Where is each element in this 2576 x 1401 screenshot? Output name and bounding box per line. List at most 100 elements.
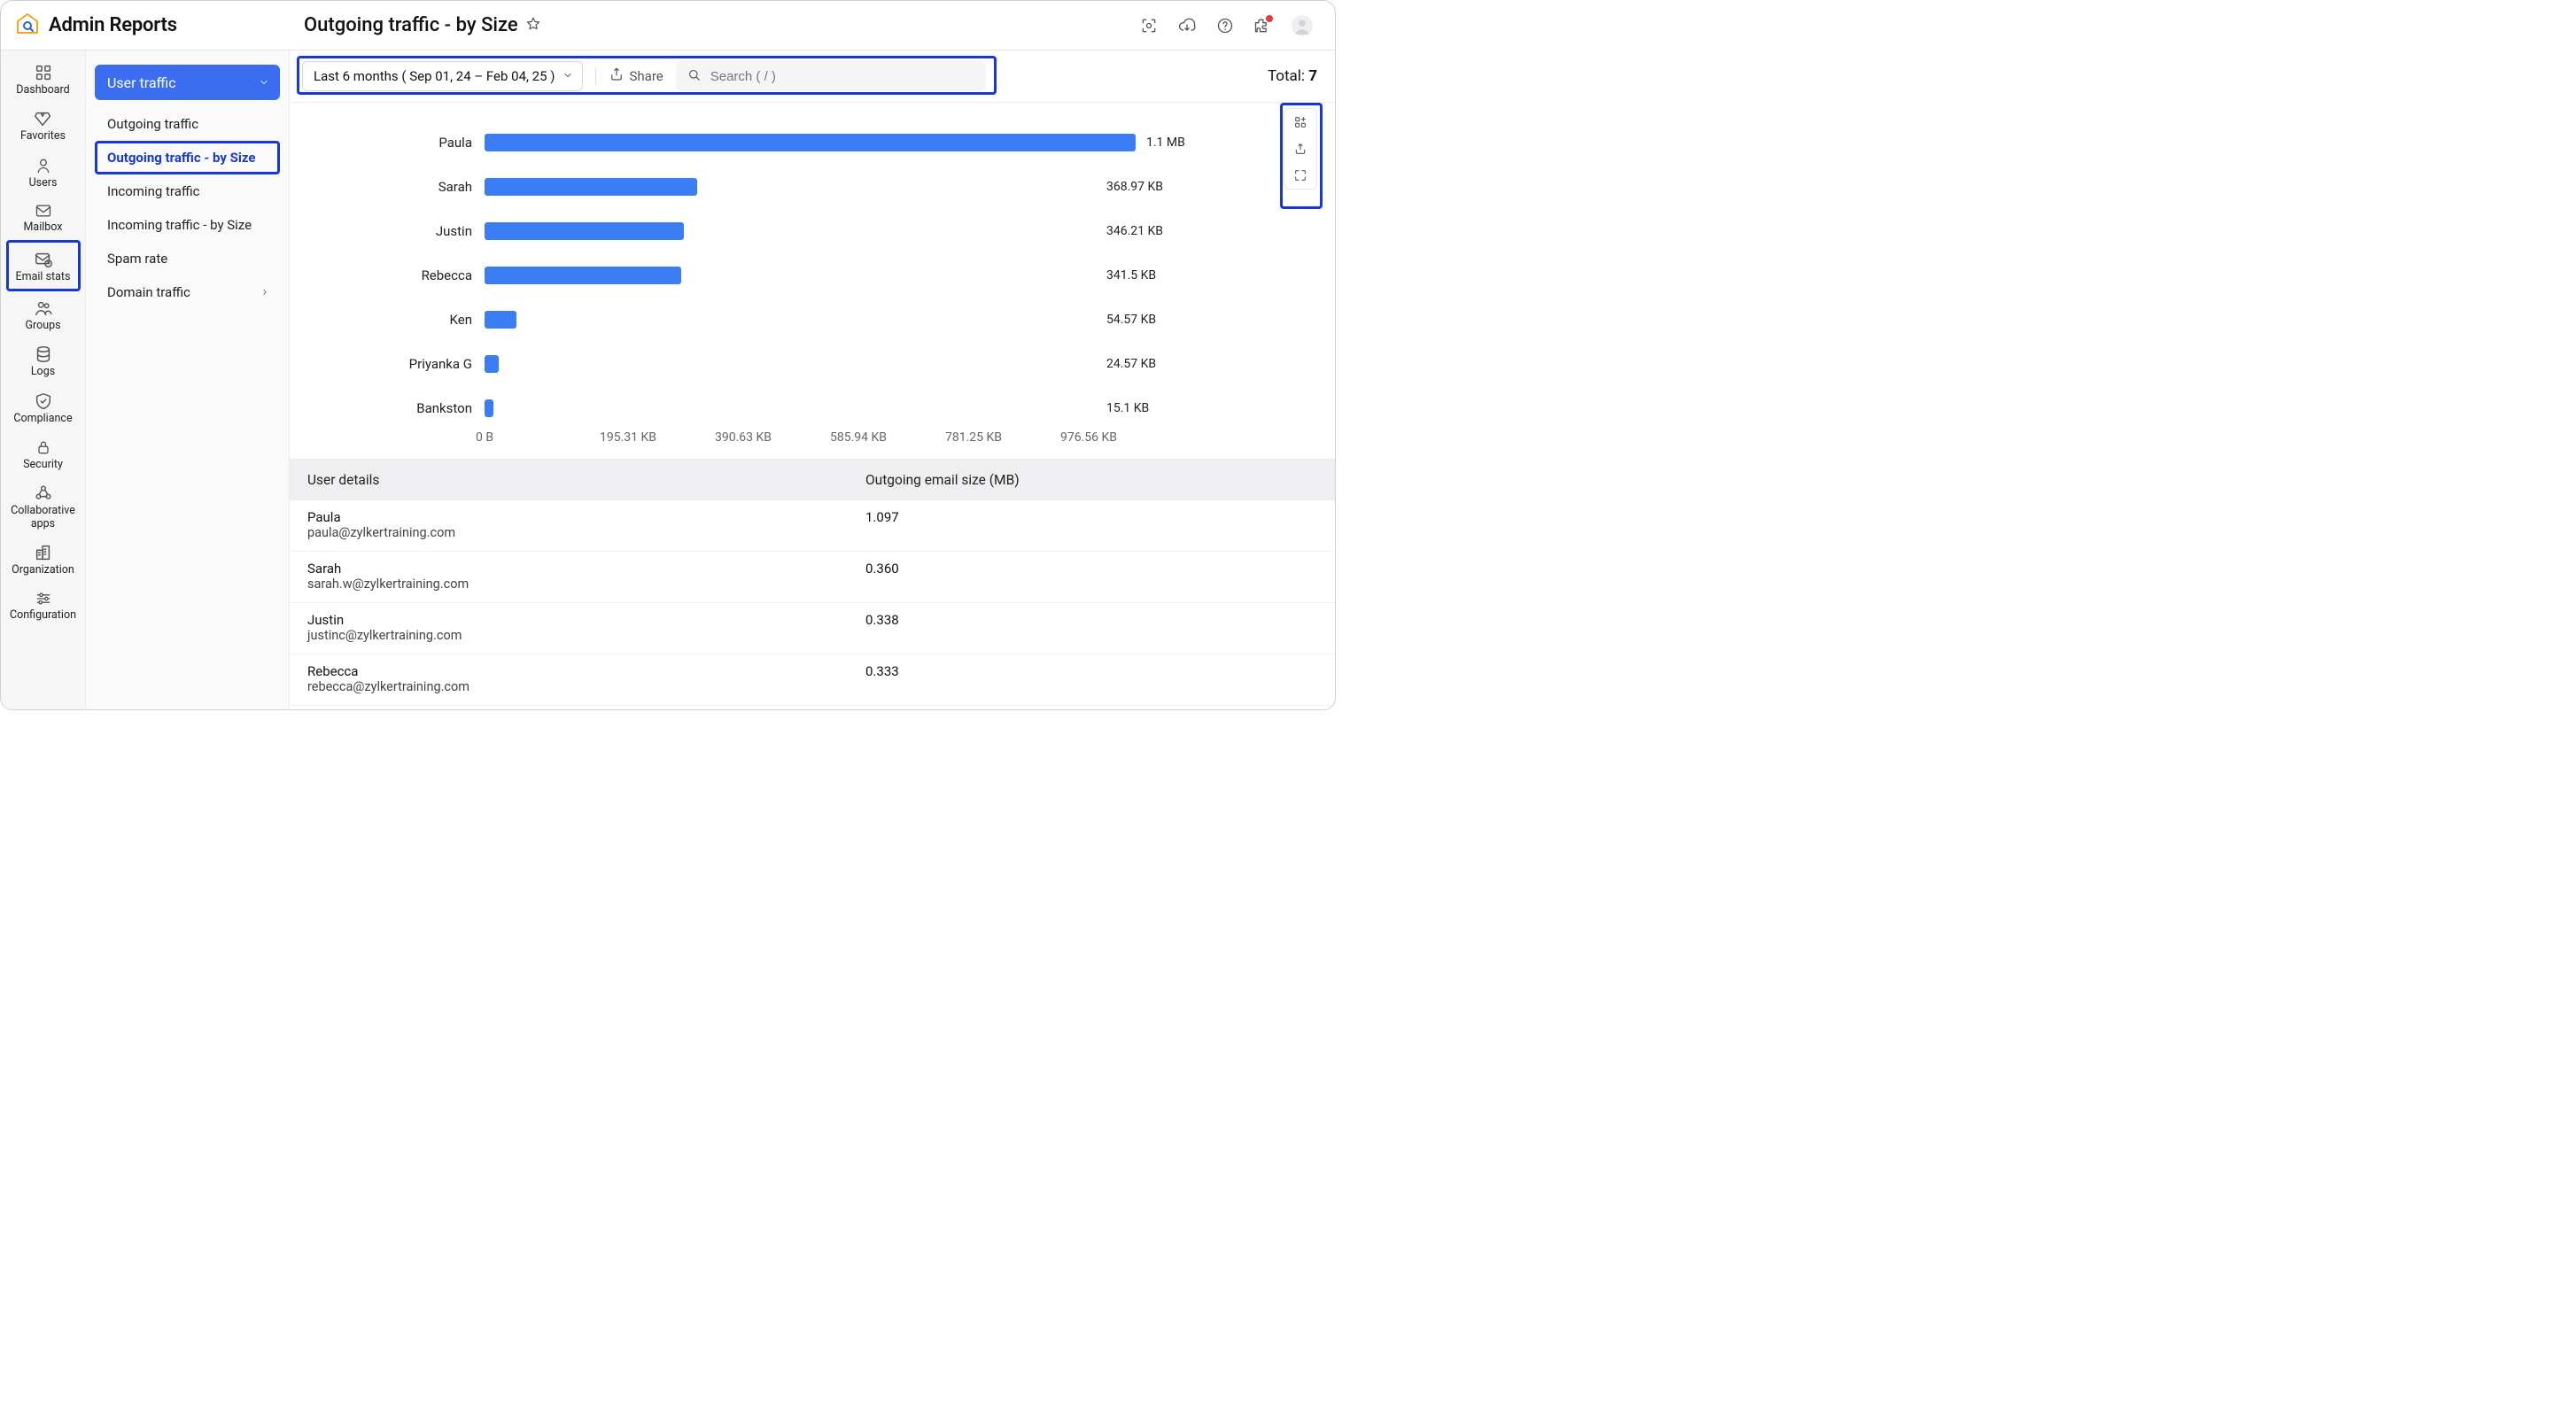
sidebar-item-label: Dashboard	[16, 84, 69, 97]
table-user-name: Rebecca	[307, 663, 865, 679]
panel-link-spam-rate[interactable]: Spam rate	[95, 242, 280, 275]
chart-row-label: Sarah	[307, 179, 485, 195]
search-icon	[687, 67, 702, 86]
sidebar-item-dashboard[interactable]: Dashboard	[6, 56, 81, 102]
header-actions	[1140, 14, 1335, 37]
x-axis-tick: 781.25 KB	[945, 430, 1060, 445]
user-traffic-dropdown[interactable]: User traffic	[95, 65, 280, 100]
table-row[interactable]: Justinjustinc@zylkertraining.com0.338	[290, 603, 1335, 654]
panel-list: Outgoing traffic Outgoing traffic - by S…	[95, 107, 280, 309]
page-title-wrap: Outgoing traffic - by Size	[290, 14, 1140, 36]
chevron-right-icon	[260, 284, 269, 300]
table-cell-size: 0.338	[865, 612, 1317, 643]
x-axis-tick: 195.31 KB	[600, 430, 715, 445]
panel-link-outgoing-traffic[interactable]: Outgoing traffic	[95, 107, 280, 141]
chevron-down-icon	[259, 74, 269, 91]
chart-tool-fullscreen-icon[interactable]	[1284, 162, 1316, 189]
sidebar-item-mailbox[interactable]: Mailbox	[6, 195, 81, 239]
sidebar-item-label: Logs	[31, 366, 55, 378]
page-title: Outgoing traffic - by Size	[304, 14, 518, 36]
table-user-name: Paula	[307, 509, 865, 525]
date-range-label: Last 6 months ( Sep 01, 24 – Feb 04, 25 …	[314, 68, 555, 84]
help-icon[interactable]	[1216, 17, 1234, 35]
sidebar-item-collaborative-apps[interactable]: Collaborative apps	[6, 476, 81, 536]
chart-row[interactable]: Paula1.1 MB	[307, 129, 1229, 156]
table-cell-size: 0.333	[865, 663, 1317, 694]
table-cell-size: 0.360	[865, 561, 1317, 592]
share-label: Share	[630, 68, 663, 84]
brand-logo-icon	[15, 12, 40, 40]
panel-link-outgoing-traffic-by-size[interactable]: Outgoing traffic - by Size	[95, 141, 280, 174]
chart-tool-export-icon[interactable]	[1284, 135, 1316, 162]
sidebar-item-groups[interactable]: Groups	[6, 291, 81, 337]
chart-row[interactable]: Sarah368.97 KB	[307, 174, 1229, 200]
table-row[interactable]: Paulapaula@zylkertraining.com1.097	[290, 500, 1335, 552]
chart-row[interactable]: Rebecca 341.5 KB	[307, 262, 1229, 289]
x-axis-tick: 0 B	[476, 430, 591, 445]
panel-link-incoming-traffic-by-size[interactable]: Incoming traffic - by Size	[95, 208, 280, 242]
search-input[interactable]	[710, 69, 975, 84]
sidebar-item-logs[interactable]: Logs	[6, 337, 81, 383]
scan-icon[interactable]	[1140, 17, 1158, 35]
chart-bar-fill	[485, 222, 684, 240]
chart-tool-add-widget-icon[interactable]	[1284, 109, 1316, 135]
table-row[interactable]: Rebeccarebecca@zylkertraining.com0.333	[290, 654, 1335, 706]
user-details-table: User details Outgoing email size (MB) Pa…	[290, 459, 1335, 706]
dropdown-label: User traffic	[107, 74, 176, 91]
sidebar-item-label: Mailbox	[23, 221, 62, 234]
chart-bar-fill	[485, 355, 499, 373]
chart-row-label: Paula	[307, 135, 485, 151]
sidebar-item-email-stats[interactable]: Email stats	[6, 240, 81, 291]
chart-row-label: Rebecca	[307, 267, 485, 283]
panel-link-incoming-traffic[interactable]: Incoming traffic	[95, 174, 280, 208]
chart-bar-track	[485, 178, 1096, 196]
chart-rows: Paula1.1 MB Sarah368.97 KB Justin346.21 KB…	[307, 129, 1229, 422]
sidebar-item-users[interactable]: Users	[6, 149, 81, 195]
sidebar-item-label: Compliance	[13, 413, 72, 425]
chart-row-value: 24.57 KB	[1096, 357, 1229, 371]
table-header: User details Outgoing email size (MB)	[290, 460, 1335, 500]
panel-link-label: Incoming traffic	[107, 183, 200, 199]
sidebar-item-favorites[interactable]: Favorites	[6, 102, 81, 148]
total-label: Total:	[1268, 67, 1305, 85]
chart-bar-track	[485, 222, 1096, 240]
table-column-user-details: User details	[307, 472, 865, 488]
main-row: Dashboard Favorites Users Mailbox Email …	[1, 50, 1335, 709]
sidebar-item-compliance[interactable]: Compliance	[6, 384, 81, 430]
table-row[interactable]: Sarahsarah.w@zylkertraining.com0.360	[290, 552, 1335, 603]
sidebar-item-organization[interactable]: Organization	[6, 536, 81, 582]
chevron-down-icon	[563, 68, 573, 84]
sidebar-item-security[interactable]: Security	[6, 430, 81, 476]
chart-row[interactable]: Ken54.57 KB	[307, 306, 1229, 333]
avatar-icon[interactable]	[1291, 14, 1314, 37]
chart-row[interactable]: Bankston15.1 KB	[307, 395, 1229, 422]
chart-bar-track	[485, 311, 1096, 329]
chart-bar-fill	[485, 178, 697, 196]
chart-row-label: Justin	[307, 223, 485, 239]
search-box[interactable]	[676, 61, 986, 91]
sidebar-item-configuration[interactable]: Configuration	[6, 583, 81, 627]
table-column-outgoing-size: Outgoing email size (MB)	[865, 472, 1317, 488]
favorite-star-icon[interactable]	[525, 16, 541, 35]
chart-row-label: Bankston	[307, 400, 485, 416]
x-axis-tick: 976.56 KB	[1060, 430, 1175, 445]
sidebar-item-label: Security	[23, 459, 63, 471]
cloud-download-icon[interactable]	[1177, 17, 1197, 35]
sidebar-item-label: Favorites	[20, 130, 66, 143]
extensions-icon[interactable]	[1253, 17, 1271, 35]
sidebar-item-label: Users	[29, 177, 58, 190]
panel-link-domain-traffic[interactable]: Domain traffic	[95, 275, 280, 309]
chart-tools	[1284, 108, 1317, 190]
content-area: Last 6 months ( Sep 01, 24 – Feb 04, 25 …	[290, 50, 1335, 709]
app-frame: Admin Reports Outgoing traffic - by Size…	[0, 0, 1336, 710]
chart-row-value: 341.5 KB	[1096, 268, 1229, 283]
chart-row[interactable]: Priyanka G24.57 KB	[307, 351, 1229, 377]
chart-row[interactable]: Justin346.21 KB	[307, 218, 1229, 244]
date-range-picker[interactable]: Last 6 months ( Sep 01, 24 – Feb 04, 25 …	[302, 61, 583, 91]
sidebar-item-label: Email stats	[16, 271, 71, 283]
top-header: Admin Reports Outgoing traffic - by Size	[1, 1, 1335, 50]
share-button[interactable]: Share	[609, 66, 663, 86]
sidebar-item-label: Configuration	[10, 609, 76, 622]
chart-row-value: 54.57 KB	[1096, 313, 1229, 327]
chart-bar-fill	[485, 134, 1136, 151]
